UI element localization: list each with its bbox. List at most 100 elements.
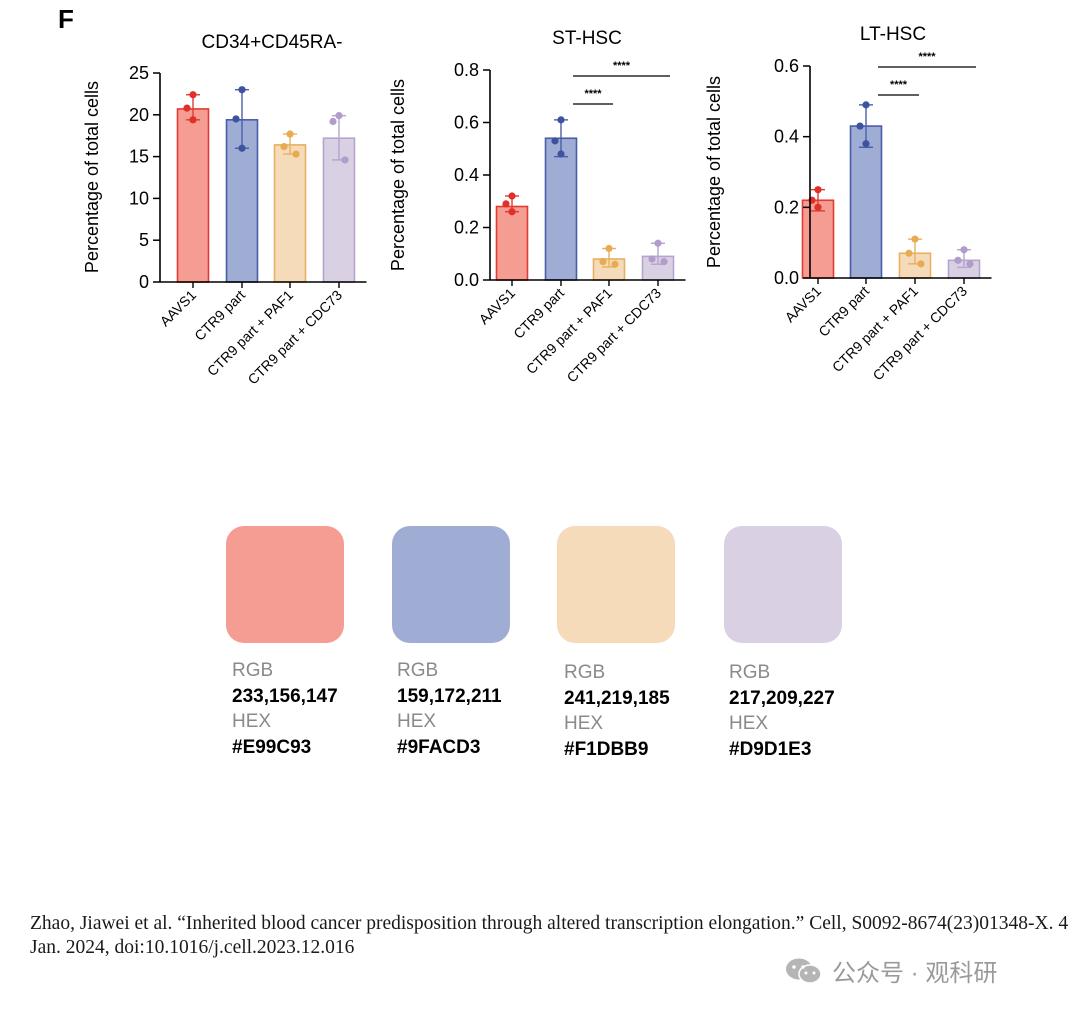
y-tick-label: 0.0 [774,268,799,288]
y-tick-label: 0.2 [774,197,799,217]
citation: Zhao, Jiawei et al. “Inherited blood can… [30,913,1069,958]
data-point [605,244,613,253]
bar [176,108,210,283]
data-point [557,116,565,124]
wechat-icon [786,958,822,984]
swatch-hex-label: HEX [232,711,272,732]
watermark: 公众号 · 观科研 [784,953,997,988]
y-tick-label: 0.4 [774,127,799,147]
bar [544,137,578,281]
y-tick-label: 0.4 [454,165,479,185]
data-point [862,140,870,148]
data-point [599,258,607,266]
data-point [905,249,913,257]
swatch-hex-label: HEX [397,711,437,732]
data-point [286,130,294,138]
data-point [611,260,619,268]
color-swatch-red [226,526,344,643]
y-tick-label: 0.6 [454,113,479,133]
swatch-hex-label: HEX [564,713,604,734]
chart-title: LT-HSC [860,24,926,45]
x-tick-label: CTR9 part + CDC73 [563,285,664,386]
panel-label: F [58,4,74,34]
x-tick-label: CTR9 part + CDC73 [244,287,345,388]
data-point [232,115,240,123]
y-axis-label: Percentage of total cells [388,79,408,271]
data-point [502,200,510,208]
data-point [341,156,349,164]
bar [273,144,307,283]
y-tick-label: 0 [139,272,149,292]
swatch-rgb-label: RGB [564,662,606,683]
data-point [862,101,870,109]
swatch-rgb-label: RGB [397,660,439,681]
data-point [648,255,656,263]
swatch-rgb-label: RGB [729,662,771,683]
y-tick-label: 0.6 [774,56,799,76]
data-point [966,260,974,268]
x-tick-label: AAVS1 [782,283,825,326]
data-point [238,144,246,152]
color-swatch-blue [392,526,510,643]
color-swatch-beige [557,526,675,643]
y-tick-label: 20 [129,105,149,125]
data-point [954,256,962,264]
data-point [335,112,343,120]
data-point [856,122,864,130]
significance-label: **** [918,51,936,63]
data-point [280,142,288,151]
y-tick-label: 0.8 [454,60,479,80]
data-point [183,104,191,112]
data-point [189,91,197,99]
y-tick-label: 0.0 [454,270,479,290]
swatch-rgb-value: 217,209,227 [729,688,835,709]
watermark-text: 公众号 · 观科研 [832,960,998,987]
swatch-hex-label: HEX [729,713,769,734]
x-tick-label: AAVS1 [476,285,519,328]
swatch-rgb-value: 233,156,147 [232,686,338,707]
y-axis-label: Percentage of total cells [82,81,102,273]
x-tick-label: CTR9 part + CDC73 [869,283,970,384]
y-tick-label: 15 [129,147,149,167]
data-point [911,235,919,243]
y-tick-label: 0.2 [454,218,479,238]
data-point [238,86,246,94]
significance-label: **** [890,79,908,91]
chart-lt-hsc: LT-HSC Percentage of total cells 0.0 0.2 0.4… [704,24,992,384]
y-tick-label: 5 [139,230,149,250]
data-point [814,203,822,211]
bar [849,125,883,279]
swatch-hex-value: #E99C93 [232,737,312,758]
data-point [917,260,925,268]
x-tick-label: AAVS1 [157,287,200,330]
bar [495,205,529,281]
significance-label: **** [613,60,631,72]
data-point [189,116,197,124]
data-point [660,258,668,266]
y-tick-label: 10 [129,188,149,208]
swatch-rgb-label: RGB [232,660,274,681]
data-point [654,239,662,247]
chart-cd34-cd45ra: CD34+CD45RA- Percentage of total cells 0 5 1… [82,32,367,388]
y-axis-label: Percentage of total cells [704,76,724,268]
data-point [557,150,565,158]
swatch-hex-value: #F1DBB9 [564,739,649,760]
data-point [508,192,516,200]
swatch-hex-value: #9FACD3 [397,737,481,758]
bar [801,199,835,279]
chart-st-hsc: ST-HSC Percentage of total cells 0.0 0.2 0.4… [388,28,686,386]
chart-title: CD34+CD45RA- [202,32,343,53]
data-point [551,137,559,145]
swatch-rgb-value: 159,172,211 [397,686,502,707]
data-point [508,208,516,216]
data-point [329,117,337,126]
data-point [292,150,300,158]
significance-label: **** [584,88,602,100]
data-point [960,246,968,254]
x-tick-label: CTR9 part + PAF1 [204,287,296,379]
x-tick-label: CTR9 part + PAF1 [523,285,615,377]
y-tick-label: 25 [129,63,149,83]
swatch-rgb-value: 241,219,185 [564,688,670,709]
color-swatch-lavender [724,526,842,643]
chart-title: ST-HSC [552,28,622,49]
